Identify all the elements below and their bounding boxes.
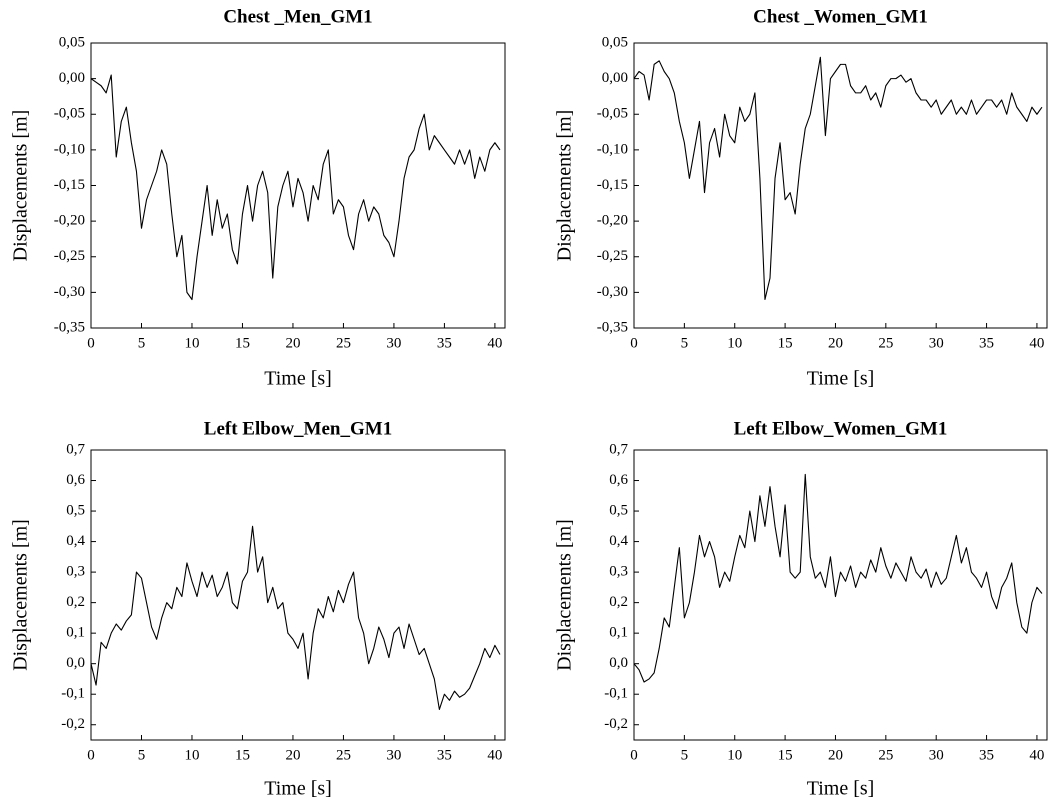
data-line <box>90 525 501 711</box>
y-tick-label: 0,3 <box>609 564 628 580</box>
y-tick-label: 0,4 <box>66 533 85 549</box>
x-tick-label: 10 <box>184 335 199 351</box>
x-tick-label: 40 <box>1029 335 1044 351</box>
x-tick-label: 5 <box>681 335 689 351</box>
x-tick-label: 10 <box>727 747 742 763</box>
x-tick-label: 0 <box>630 747 638 763</box>
y-tick-label: -0,10 <box>54 141 85 157</box>
x-tick-label: 15 <box>235 747 250 763</box>
subplot: Left Elbow_Women_GM1 Time [s] Displacement… <box>554 418 1048 800</box>
x-tick-label: 0 <box>87 335 95 351</box>
y-tick-label: 0,2 <box>609 594 628 610</box>
y-tick-label: 0,6 <box>609 472 628 488</box>
y-tick-label: 0,05 <box>59 34 85 50</box>
x-tick-label: 20 <box>828 335 843 351</box>
x-tick-label: 25 <box>878 747 893 763</box>
y-tick-label: -0,25 <box>54 248 85 264</box>
y-tick-label: -0,25 <box>597 248 628 264</box>
data-line <box>633 56 1043 301</box>
y-tick-label: -0,1 <box>604 686 628 702</box>
y-tick-label: 0,2 <box>66 594 85 610</box>
y-axis-label: Displacements [m] <box>554 519 576 671</box>
y-tick-label: 0,00 <box>602 70 628 86</box>
y-tick-label: 0,0 <box>609 655 628 671</box>
plot-frame <box>90 449 506 741</box>
chart-title: Chest _Men_GM1 <box>223 6 372 27</box>
y-axis-label: Displacements [m] <box>554 110 576 262</box>
x-tick-label: 30 <box>929 335 944 351</box>
y-tick-label: -0,15 <box>54 177 85 193</box>
x-tick-label: 35 <box>437 747 452 763</box>
y-tick-label: 0,6 <box>66 472 85 488</box>
y-tick-label: -0,2 <box>604 716 628 732</box>
data-line <box>90 74 501 301</box>
x-tick-label: 35 <box>437 335 452 351</box>
y-tick-label: 0,7 <box>66 441 85 457</box>
y-tick-label: 0,3 <box>66 564 85 580</box>
x-tick-label: 5 <box>138 747 146 763</box>
x-tick-label: 30 <box>386 747 401 763</box>
x-tick-label: 25 <box>336 747 351 763</box>
y-tick-label: 0,1 <box>609 625 628 641</box>
y-tick-label: -0,05 <box>54 106 85 122</box>
plot-frame <box>633 42 1048 329</box>
x-tick-label: 40 <box>487 747 502 763</box>
plot-frame <box>90 42 506 329</box>
x-tick-label: 40 <box>1029 747 1044 763</box>
data-line <box>633 473 1043 683</box>
x-tick-label: 25 <box>336 335 351 351</box>
x-tick-label: 35 <box>979 747 994 763</box>
y-tick-label: -0,15 <box>597 177 628 193</box>
y-tick-label: 0,4 <box>609 533 628 549</box>
chart-title: Left Elbow_Men_GM1 <box>204 418 392 439</box>
y-tick-label: -0,2 <box>61 716 85 732</box>
x-axis-label: Time [s] <box>807 778 875 800</box>
x-axis-label: Time [s] <box>264 778 332 800</box>
x-tick-label: 15 <box>778 335 793 351</box>
y-tick-label: 0,5 <box>66 502 85 518</box>
chart-title: Chest _Women_GM1 <box>753 6 928 27</box>
x-tick-label: 10 <box>184 747 199 763</box>
y-axis-label: Displacements [m] <box>10 110 32 262</box>
x-tick-label: 30 <box>929 747 944 763</box>
x-axis-label: Time [s] <box>264 368 332 390</box>
x-axis-label: Time [s] <box>807 368 875 390</box>
y-axis-label: Displacements [m] <box>10 519 32 671</box>
subplot: Chest _Women_GM1 Time [s] Displacements [m… <box>554 6 1048 390</box>
y-tick-label: -0,35 <box>597 319 628 335</box>
x-tick-label: 0 <box>630 335 638 351</box>
x-tick-label: 20 <box>828 747 843 763</box>
x-tick-label: 15 <box>235 335 250 351</box>
y-tick-label: -0,20 <box>597 213 628 229</box>
y-tick-label: -0,30 <box>597 284 628 300</box>
y-tick-label: 0,7 <box>609 441 628 457</box>
subplot: Left Elbow_Men_GM1 Time [s] Displacements … <box>10 418 506 800</box>
y-tick-label: -0,30 <box>54 284 85 300</box>
y-tick-label: -0,1 <box>61 686 85 702</box>
chart-title: Left Elbow_Women_GM1 <box>734 418 948 439</box>
y-tick-label: -0,20 <box>54 213 85 229</box>
x-tick-label: 20 <box>285 335 300 351</box>
x-tick-label: 0 <box>87 747 95 763</box>
y-tick-label: 0,1 <box>66 625 85 641</box>
x-tick-label: 40 <box>487 335 502 351</box>
x-tick-label: 30 <box>386 335 401 351</box>
y-tick-label: -0,05 <box>597 106 628 122</box>
x-tick-label: 15 <box>778 747 793 763</box>
y-tick-label: 0,05 <box>602 34 628 50</box>
x-tick-label: 20 <box>285 747 300 763</box>
x-tick-label: 5 <box>681 747 689 763</box>
x-tick-label: 35 <box>979 335 994 351</box>
x-tick-label: 5 <box>138 335 146 351</box>
x-tick-label: 25 <box>878 335 893 351</box>
y-tick-label: 0,00 <box>59 70 85 86</box>
subplot: Chest _Men_GM1 Time [s] Displacements [m] 0… <box>10 6 506 390</box>
y-tick-label: -0,35 <box>54 319 85 335</box>
y-tick-label: 0,5 <box>609 502 628 518</box>
plot-frame <box>633 449 1048 741</box>
x-tick-label: 10 <box>727 335 742 351</box>
y-tick-label: 0,0 <box>66 655 85 671</box>
y-tick-label: -0,10 <box>597 141 628 157</box>
